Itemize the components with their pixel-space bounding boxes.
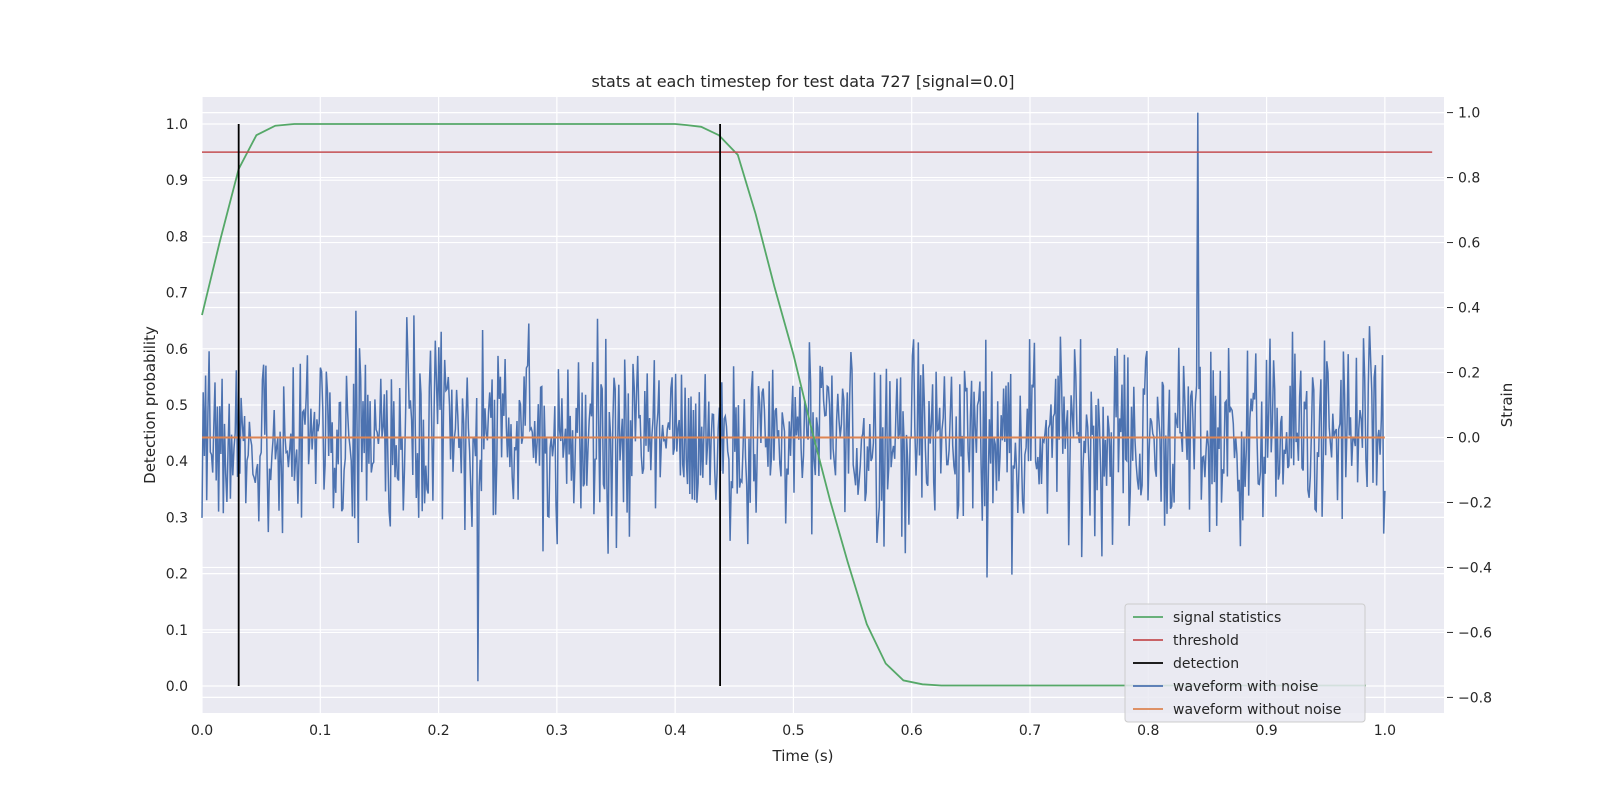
y-tick-label-left: 0.7	[166, 286, 188, 302]
legend-label: threshold	[1173, 633, 1239, 649]
y-axis-label-right: Strain	[1498, 383, 1516, 427]
legend-label: detection	[1173, 656, 1239, 672]
legend-label: waveform without noise	[1173, 702, 1341, 718]
y-tick-label-left: 0.8	[166, 229, 188, 245]
y-tick-label-right: −0.8	[1458, 690, 1492, 706]
y-tick-label-right: 0.6	[1458, 236, 1480, 252]
x-tick-label: 0.0	[191, 723, 213, 739]
series-line-waveform-with-noise	[201, 112, 1386, 682]
x-tick-label: 0.9	[1255, 723, 1277, 739]
y-tick-label-right: −0.6	[1458, 625, 1492, 641]
y-tick-label-right: 0.2	[1458, 366, 1480, 382]
y-tick-label-right: −0.2	[1458, 495, 1492, 511]
x-tick-label: 0.8	[1137, 723, 1159, 739]
x-tick-label: 1.0	[1374, 723, 1396, 739]
y-tick-label-left: 0.5	[166, 398, 188, 414]
chart-title: stats at each timestep for test data 727…	[591, 72, 1014, 91]
y-tick-label-right: −0.4	[1458, 560, 1492, 576]
y-tick-label-left: 0.4	[166, 454, 188, 470]
y-tick-label-left: 0.0	[166, 679, 188, 695]
series-line-signal-statistics	[201, 123, 1366, 687]
legend-label: signal statistics	[1173, 610, 1281, 626]
y-tick-label-left: 0.6	[166, 342, 188, 358]
series-layer	[201, 112, 1433, 687]
x-tick-label: 0.6	[901, 723, 923, 739]
legend-box	[1124, 603, 1366, 723]
y-tick-label-right: 1.0	[1458, 106, 1480, 122]
tick-layer: 0.0 0.1 0.2 0.3 0.4 0.5 0.6 0.7 0.8 0.9 1.0 0.0 0.1 0…	[166, 106, 1492, 739]
x-tick-label: 0.3	[546, 723, 568, 739]
y-tick-label-left: 0.2	[166, 567, 188, 583]
y-tick-label-left: 1.0	[166, 117, 188, 133]
y-tick-label-right: 0.4	[1458, 301, 1480, 317]
y-tick-label-right: 0.8	[1458, 171, 1480, 187]
y-axis-label-left: Detection probability	[141, 326, 159, 484]
x-tick-label: 0.5	[782, 723, 804, 739]
x-tick-label: 0.4	[664, 723, 686, 739]
x-tick-label: 0.7	[1019, 723, 1041, 739]
x-tick-label: 0.2	[427, 723, 449, 739]
y-tick-label-left: 0.1	[166, 623, 188, 639]
y-tick-label-right: 0.0	[1458, 430, 1480, 446]
y-tick-label-left: 0.3	[166, 510, 188, 526]
legend: signal statistics threshold detection wavef…	[1124, 603, 1366, 723]
x-axis-label: Time (s)	[772, 747, 834, 765]
legend-label: waveform with noise	[1173, 679, 1318, 695]
y-tick-label-left: 0.9	[166, 173, 188, 189]
x-tick-label: 0.1	[309, 723, 331, 739]
